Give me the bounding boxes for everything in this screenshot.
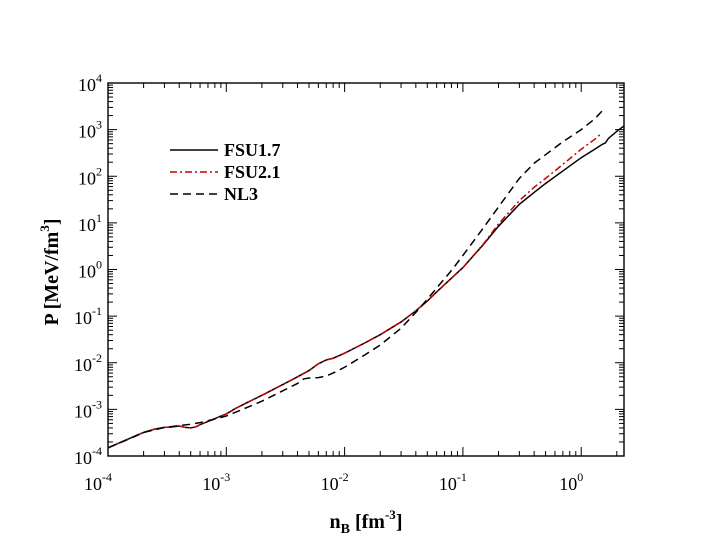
- y-axis-label-main: P [MeV/fm: [41, 231, 63, 325]
- y-axis-label-exp: 3: [37, 225, 52, 232]
- y-tick-base: 10: [78, 262, 96, 282]
- x-axis-label-sub: B: [341, 522, 350, 537]
- y-tick-base: 10: [78, 75, 96, 95]
- x-tick-label: 10-2: [321, 470, 349, 494]
- x-tick-exp: -2: [339, 470, 349, 484]
- x-tick-exp: 0: [577, 470, 583, 484]
- y-tick-exp: -3: [92, 397, 102, 411]
- x-tick-label: 100: [559, 470, 583, 494]
- y-tick-exp: -1: [92, 304, 102, 318]
- x-tick-exp: -3: [220, 470, 230, 484]
- x-tick-base: 10: [202, 474, 220, 494]
- x-tick-base: 10: [559, 474, 577, 494]
- y-tick-label: 10-1: [74, 304, 102, 328]
- x-tick-base: 10: [84, 474, 102, 494]
- plot-area: [107, 82, 625, 457]
- x-tick-base: 10: [321, 474, 339, 494]
- y-tick-base: 10: [74, 308, 92, 328]
- legend-label: FSU1.7: [224, 140, 281, 160]
- legend-label: FSU2.1: [224, 162, 281, 182]
- y-tick-label: 10-4: [74, 444, 102, 468]
- y-tick-label: 10-2: [74, 351, 102, 375]
- y-tick-exp: 0: [96, 258, 102, 272]
- y-tick-base: 10: [78, 168, 96, 188]
- axis-labels: nB [fm-3]P [MeV/fm3]: [37, 218, 402, 537]
- series-line-fsu2-1: [107, 132, 603, 449]
- y-axis-label: P [MeV/fm3]: [37, 218, 63, 325]
- y-tick-base: 10: [78, 215, 96, 235]
- x-tick-base: 10: [439, 474, 457, 494]
- y-tick-exp: -2: [92, 351, 102, 365]
- legend-label: NL3: [224, 184, 258, 204]
- x-tick-label: 10-4: [84, 470, 112, 494]
- y-tick-base: 10: [74, 401, 92, 421]
- y-tick-base: 10: [78, 122, 96, 142]
- y-tick-label: 104: [78, 71, 102, 95]
- y-tick-base: 10: [74, 448, 92, 468]
- x-axis-label: nB [fm-3]: [330, 507, 403, 537]
- y-tick-exp: 2: [96, 164, 102, 178]
- x-axis-label-close: ]: [396, 511, 403, 533]
- x-axis-label-unit: [fm: [350, 511, 385, 533]
- series-line-nl3: [107, 110, 603, 449]
- x-tick-exp: -1: [457, 470, 467, 484]
- y-axis-label-close: ]: [41, 218, 63, 225]
- series-line-fsu1-7: [107, 125, 625, 449]
- y-tick-label: 100: [78, 258, 102, 282]
- x-axis-label-main: n: [330, 511, 341, 533]
- y-tick-exp: -4: [92, 444, 102, 458]
- y-tick-exp: 4: [96, 71, 102, 85]
- plot-frame: [107, 82, 625, 457]
- ticks-layer: 10-4 10-3 10-2 10-1 10010-410-310-210-110010…: [74, 71, 624, 494]
- x-tick-exp: -4: [102, 470, 112, 484]
- y-tick-base: 10: [74, 355, 92, 375]
- y-tick-exp: 1: [96, 211, 102, 225]
- x-tick-label: 10-3: [202, 470, 230, 494]
- y-tick-label: 103: [78, 118, 102, 142]
- y-tick-exp: 3: [96, 118, 102, 132]
- y-tick-label: 10-3: [74, 397, 102, 421]
- x-tick-label: 10-1: [439, 470, 467, 494]
- y-tick-label: 102: [78, 164, 102, 188]
- y-tick-label: 101: [78, 211, 102, 235]
- series-layer: [107, 110, 625, 449]
- x-axis-label-exp: -3: [385, 507, 396, 522]
